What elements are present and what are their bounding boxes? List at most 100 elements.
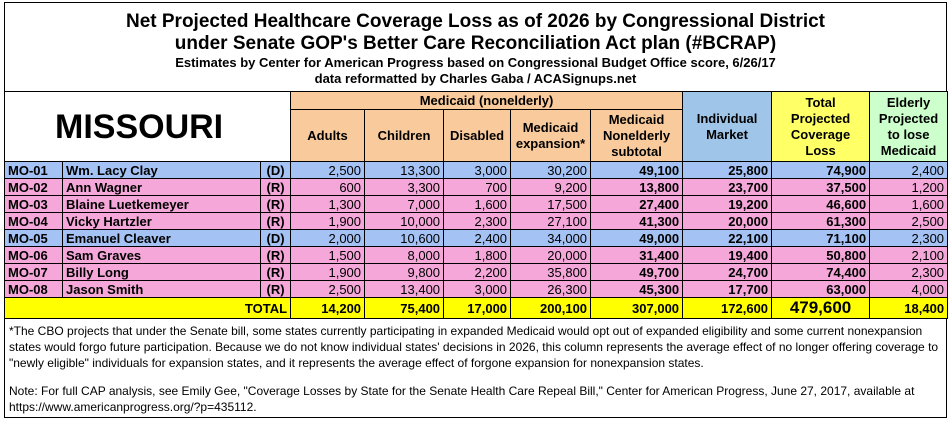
cell: Medicaid (nonelderly)	[290, 91, 684, 110]
cell: Ann Wagner	[62, 178, 261, 196]
cell: 46,600	[771, 195, 871, 213]
data-row: MO-08 Jason Smith (R) 2,500 13,400 3,000 26,30…	[4, 280, 949, 298]
cell: 13,800	[590, 178, 684, 196]
cell: 3,000	[443, 161, 512, 179]
data-row: MO-03 Blaine Luetkemeyer (R) 1,300 7,000 1,60…	[4, 195, 949, 213]
data-row: MO-07 Billy Long (R) 1,900 9,800 2,200 35,800 4…	[4, 263, 949, 281]
cell: 63,000	[771, 280, 871, 298]
cell: Total Projected Coverage Loss	[771, 91, 871, 162]
cell: Medicaid Nonelderly subtotal	[590, 109, 684, 162]
cell: 2,300	[869, 229, 949, 247]
title-line: Net Projected Healthcare Coverage Loss a…	[125, 11, 826, 32]
cell: 27,400	[590, 195, 684, 213]
data-row: MO-05 Emanuel Cleaver (D) 2,000 10,600 2,400 3…	[4, 229, 949, 247]
cell: 1,900	[290, 212, 366, 230]
cell: 2,300	[443, 212, 512, 230]
cell: Disabled	[443, 109, 512, 162]
cell: 49,700	[590, 263, 684, 281]
coverage-table: MISSOURI Medicaid (nonelderly) Individual …	[3, 91, 949, 319]
notes: *The CBO projects that under the Senate …	[4, 319, 947, 418]
cell: 22,100	[682, 229, 773, 247]
cell: MO-01	[4, 161, 63, 179]
cell: Billy Long	[62, 263, 261, 281]
cell: 74,900	[771, 161, 871, 179]
cell: 200,100	[510, 297, 592, 319]
cell: 3,000	[443, 280, 512, 298]
cell: 1,300	[290, 195, 366, 213]
sheet: Net Projected Healthcare Coverage Loss a…	[3, 2, 949, 418]
cell: 9,800	[364, 263, 445, 281]
cell: 8,000	[364, 246, 445, 264]
cell: 13,300	[364, 161, 445, 179]
cell: 9,200	[510, 178, 592, 196]
cell: 10,600	[364, 229, 445, 247]
cell: 25,800	[682, 161, 773, 179]
cell: Individual Market	[682, 91, 773, 162]
cell: 2,500	[290, 280, 366, 298]
cell: 700	[443, 178, 512, 196]
cell: (D)	[259, 161, 292, 179]
cell: 2,200	[443, 263, 512, 281]
data-row: MO-02 Ann Wagner (R) 600 3,300 700 9,200 13,800…	[4, 178, 949, 196]
cell: MO-02	[4, 178, 63, 196]
cell: 2,400	[443, 229, 512, 247]
cell: 3,300	[364, 178, 445, 196]
cell: 20,000	[682, 212, 773, 230]
cell: Vicky Hartzler	[62, 212, 261, 230]
cell: MO-08	[4, 280, 63, 298]
cell: 41,300	[590, 212, 684, 230]
cell: 31,400	[590, 246, 684, 264]
cell: 172,600	[682, 297, 773, 319]
cell: 7,000	[364, 195, 445, 213]
cell: (R)	[259, 246, 292, 264]
cell: (R)	[259, 178, 292, 196]
cell: 20,000	[510, 246, 592, 264]
data-row: MO-01 Wm. Lacy Clay (D) 2,500 13,300 3,000 30,…	[4, 161, 949, 179]
data-row: MO-04 Vicky Hartzler (R) 1,900 10,000 2,300 27…	[4, 212, 949, 230]
cell: 1,600	[869, 195, 949, 213]
cell: Jason Smith	[62, 280, 261, 298]
cell: Blaine Luetkemeyer	[62, 195, 261, 213]
cell: 26,300	[510, 280, 592, 298]
cell: 2,300	[869, 263, 949, 281]
cell: 18,400	[869, 297, 949, 319]
cell: (R)	[259, 212, 292, 230]
cell: Children	[364, 109, 445, 162]
footnote: Note: For full CAP analysis, see Emily G…	[9, 384, 915, 414]
cell: 27,100	[510, 212, 592, 230]
cell: 4,000	[869, 280, 949, 298]
cell: 35,800	[510, 263, 592, 281]
cell: 61,300	[771, 212, 871, 230]
cell: 10,000	[364, 212, 445, 230]
cell: 1,200	[869, 178, 949, 196]
cell: MO-07	[4, 263, 63, 281]
cell: 37,500	[771, 178, 871, 196]
cell: (R)	[259, 263, 292, 281]
cell: MO-05	[4, 229, 63, 247]
cell: Medicaid expansion*	[510, 109, 592, 162]
cell: 19,400	[682, 246, 773, 264]
cell: 17,500	[510, 195, 592, 213]
cell: 71,100	[771, 229, 871, 247]
header-row: MISSOURI Medicaid (nonelderly) Individual …	[3, 91, 949, 162]
cell: (R)	[259, 195, 292, 213]
cell: 45,300	[590, 280, 684, 298]
cell: 24,700	[682, 263, 773, 281]
data-row: MO-06 Sam Graves (R) 1,500 8,000 1,800 20,000 3…	[4, 246, 949, 264]
cell: 2,500	[869, 212, 949, 230]
cell: 49,000	[590, 229, 684, 247]
cell: 1,500	[290, 246, 366, 264]
cell: 2,100	[869, 246, 949, 264]
cell: 13,400	[364, 280, 445, 298]
cell: MO-03	[4, 195, 63, 213]
cell: MISSOURI	[3, 91, 292, 162]
cell: 30,200	[510, 161, 592, 179]
cell: 479,600	[771, 297, 871, 319]
cell: (R)	[259, 280, 292, 298]
subtitle: Estimates by Center for American Progres…	[175, 55, 776, 70]
header-row: Adults Children Disabled Medicaid expansion…	[5, 109, 948, 162]
cell: Emanuel Cleaver	[62, 229, 261, 247]
cell: MO-06	[4, 246, 63, 264]
cell: 19,200	[682, 195, 773, 213]
cell: (D)	[259, 229, 292, 247]
